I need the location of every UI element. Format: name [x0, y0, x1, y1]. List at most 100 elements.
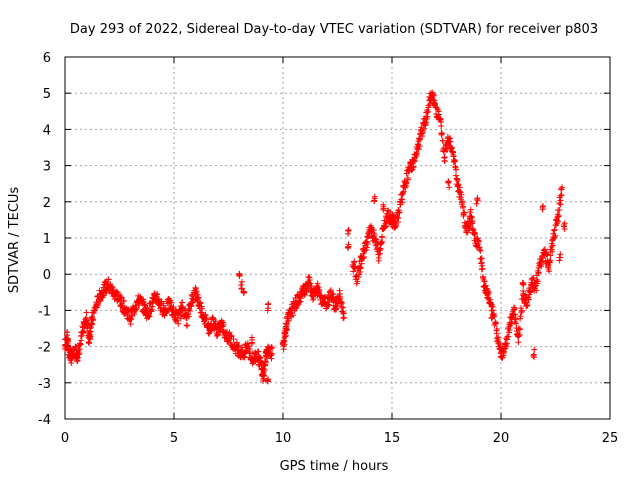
data-point: [375, 254, 382, 261]
data-point: [444, 147, 451, 154]
data-point: [479, 265, 486, 272]
data-point: [515, 339, 522, 346]
data-point: [472, 242, 479, 249]
data-point: [220, 321, 227, 328]
data-point: [459, 204, 466, 211]
data-point: [237, 282, 244, 289]
data-point: [539, 206, 546, 213]
data-point: [105, 276, 112, 283]
data-point: [546, 268, 553, 275]
data-point: [447, 138, 454, 145]
data-point: [538, 263, 545, 270]
data-point: [305, 273, 312, 280]
data-point: [374, 241, 381, 248]
data-point: [555, 212, 562, 219]
data-point: [454, 177, 461, 184]
y-tick-labels: -4 -3 -2 -1 0 1 2 3 4 5 6: [38, 51, 51, 428]
data-point: [497, 342, 504, 349]
data-point: [539, 254, 546, 261]
data-point: [382, 223, 389, 230]
data-point: [267, 351, 274, 358]
data-point: [458, 191, 465, 198]
data-point: [530, 352, 537, 359]
data-point: [326, 299, 333, 306]
data-point: [338, 299, 345, 306]
data-point: [344, 245, 351, 252]
data-point: [417, 136, 424, 143]
data-point: [262, 359, 269, 366]
data-point: [281, 338, 288, 345]
data-point: [519, 280, 526, 287]
data-point: [395, 209, 402, 216]
data-point: [282, 332, 289, 339]
data-point: [358, 260, 365, 267]
data-point: [188, 302, 195, 309]
data-point: [505, 333, 512, 340]
data-point: [371, 193, 378, 200]
data-point: [464, 229, 471, 236]
data-point: [209, 315, 216, 322]
data-point: [559, 184, 566, 191]
x-tick-label: 25: [602, 431, 619, 446]
data-point: [255, 348, 262, 355]
y-tick-label: 1: [43, 232, 51, 247]
data-point: [373, 237, 380, 244]
data-point: [476, 246, 483, 253]
data-point: [83, 309, 90, 316]
data-point: [449, 148, 456, 155]
data-point: [415, 146, 422, 153]
data-point: [363, 244, 370, 251]
data-point: [546, 258, 553, 265]
data-point: [405, 168, 412, 175]
data-point: [239, 346, 246, 353]
data-point: [455, 181, 462, 188]
data-point: [558, 191, 565, 198]
data-point: [378, 240, 385, 247]
data-point: [493, 326, 500, 333]
data-point: [327, 287, 334, 294]
x-tick-label: 10: [275, 431, 292, 446]
grid-lines: [65, 57, 610, 419]
data-point: [530, 274, 537, 281]
data-point: [340, 304, 347, 311]
data-point: [379, 238, 386, 245]
data-point: [425, 104, 432, 111]
data-point: [410, 164, 417, 171]
data-point: [143, 304, 150, 311]
data-point: [230, 336, 237, 343]
data-point: [195, 295, 202, 302]
data-point: [264, 301, 271, 308]
data-point: [551, 226, 558, 233]
data-point: [435, 108, 442, 115]
data-point: [184, 322, 191, 329]
data-point: [531, 346, 538, 353]
data-point: [379, 233, 386, 240]
data-point: [136, 301, 143, 308]
data-point: [121, 297, 128, 304]
data-point: [88, 321, 95, 328]
data-point: [500, 350, 507, 357]
data-point: [268, 355, 275, 362]
data-point: [360, 253, 367, 260]
data-point: [109, 284, 116, 291]
data-point: [175, 320, 182, 327]
data-point: [187, 307, 194, 314]
data-point: [517, 313, 524, 320]
data-point: [333, 305, 340, 312]
data-point: [518, 305, 525, 312]
data-point: [557, 251, 564, 258]
data-point: [203, 315, 210, 322]
y-tick-label: 0: [43, 268, 51, 283]
data-point: [269, 350, 276, 357]
data-point: [551, 234, 558, 241]
data-point: [244, 340, 251, 347]
data-point: [117, 293, 124, 300]
y-tick-label: -3: [38, 377, 51, 392]
data-point: [383, 210, 390, 217]
data-point: [477, 255, 484, 262]
data-point: [239, 278, 246, 285]
data-point: [554, 218, 561, 225]
chart-title: Day 293 of 2022, Sidereal Day-to-day VTE…: [70, 22, 598, 37]
data-point: [492, 320, 499, 327]
